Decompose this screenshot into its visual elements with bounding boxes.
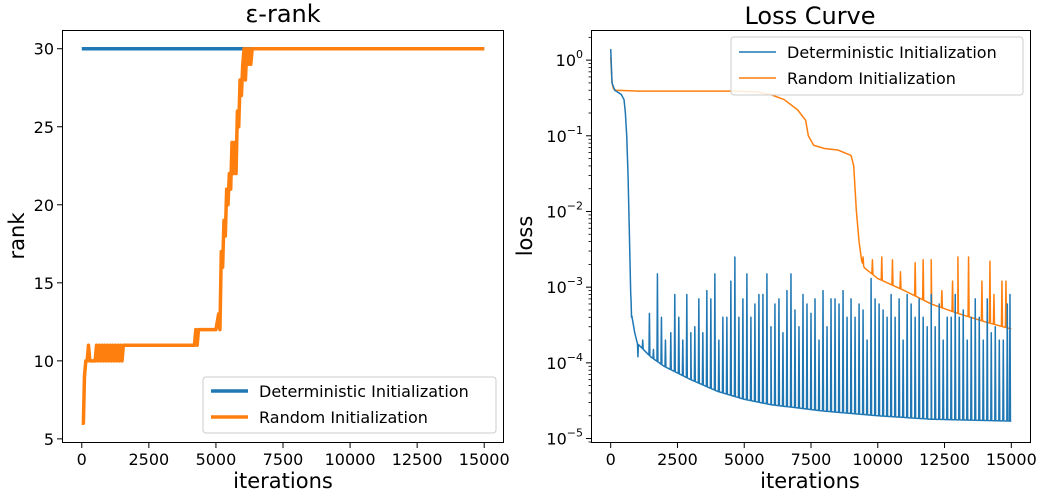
rank-chart-legend-label-random: Random Initialization: [259, 408, 428, 427]
loss-y-tick-label: 10−3: [546, 275, 583, 297]
rank-y-tick-label: 15: [34, 274, 54, 293]
rank-chart-y-ticks: 5 10 15 20 25 30: [34, 40, 63, 449]
rank-y-tick-label: 25: [34, 118, 54, 137]
loss-chart-legend-label-deterministic: Deterministic Initialization: [787, 43, 997, 62]
loss-y-tick-label: 10−2: [546, 199, 583, 221]
rank-y-tick-label: 10: [34, 352, 54, 371]
rank-chart-legend: Deterministic Initialization Random Init…: [202, 376, 497, 434]
rank-x-tick-label: 12500: [392, 450, 443, 469]
loss-chart: Loss Curve 0 2500 5000 7500 10000 12500 15000 …: [513, 2, 1037, 493]
loss-x-tick-label: 10000: [852, 450, 903, 469]
rank-x-tick-label: 7500: [263, 450, 304, 469]
loss-x-tick-label: 12500: [919, 450, 970, 469]
rank-series-random-line: [81, 46, 485, 426]
rank-x-tick-label: 10000: [325, 450, 376, 469]
rank-chart-title: ε-rank: [245, 0, 320, 28]
loss-series-random-line: [609, 56, 1012, 330]
rank-chart-y-axis-label: rank: [5, 212, 29, 260]
rank-x-tick-label: 0: [77, 450, 87, 469]
loss-x-tick-label: 7500: [791, 450, 832, 469]
loss-chart-legend-label-random: Random Initialization: [787, 69, 956, 88]
loss-chart-legend: Deterministic Initialization Random Init…: [730, 36, 1024, 96]
loss-x-tick-label: 15000: [986, 450, 1037, 469]
loss-x-tick-label: 2500: [657, 450, 698, 469]
loss-x-tick-label: 5000: [724, 450, 765, 469]
loss-chart-x-axis-label: iterations: [760, 469, 860, 493]
loss-y-tick-label: 10−5: [546, 427, 583, 449]
rank-x-tick-label: 15000: [459, 450, 510, 469]
loss-y-tick-label: 10−4: [546, 351, 583, 373]
loss-chart-plot-area: [609, 49, 1012, 422]
loss-chart-title: Loss Curve: [744, 2, 875, 30]
rank-chart-x-ticks: 0 2500 5000 7500 10000 12500 15000: [77, 442, 510, 469]
rank-chart-legend-box: [202, 376, 497, 434]
rank-x-tick-label: 2500: [128, 450, 169, 469]
loss-x-tick-label: 0: [606, 450, 616, 469]
loss-chart-y-ticks: 10−5 10−4 10−3 10−2 10−1 100: [546, 36, 592, 449]
loss-chart-x-ticks: 0 2500 5000 7500 10000 12500 15000: [606, 442, 1037, 469]
rank-chart-x-axis-label: iterations: [233, 469, 333, 493]
loss-y-tick-label: 10−1: [546, 124, 583, 146]
rank-chart: ε-rank 0 2500 5000 7500 10000 12500 15000 5 10 1…: [5, 0, 510, 493]
rank-chart-legend-label-deterministic: Deterministic Initialization: [259, 382, 469, 401]
rank-y-tick-label: 20: [34, 196, 54, 215]
rank-chart-plot-area: [81, 46, 485, 426]
loss-chart-legend-box: [730, 36, 1024, 96]
rank-y-tick-label: 30: [34, 40, 54, 59]
loss-series-deterministic-line: [609, 49, 1012, 422]
loss-chart-y-axis-label: loss: [513, 216, 537, 257]
rank-y-tick-label: 5: [44, 430, 54, 449]
rank-x-tick-label: 5000: [196, 450, 237, 469]
loss-y-tick-label: 100: [556, 48, 583, 70]
